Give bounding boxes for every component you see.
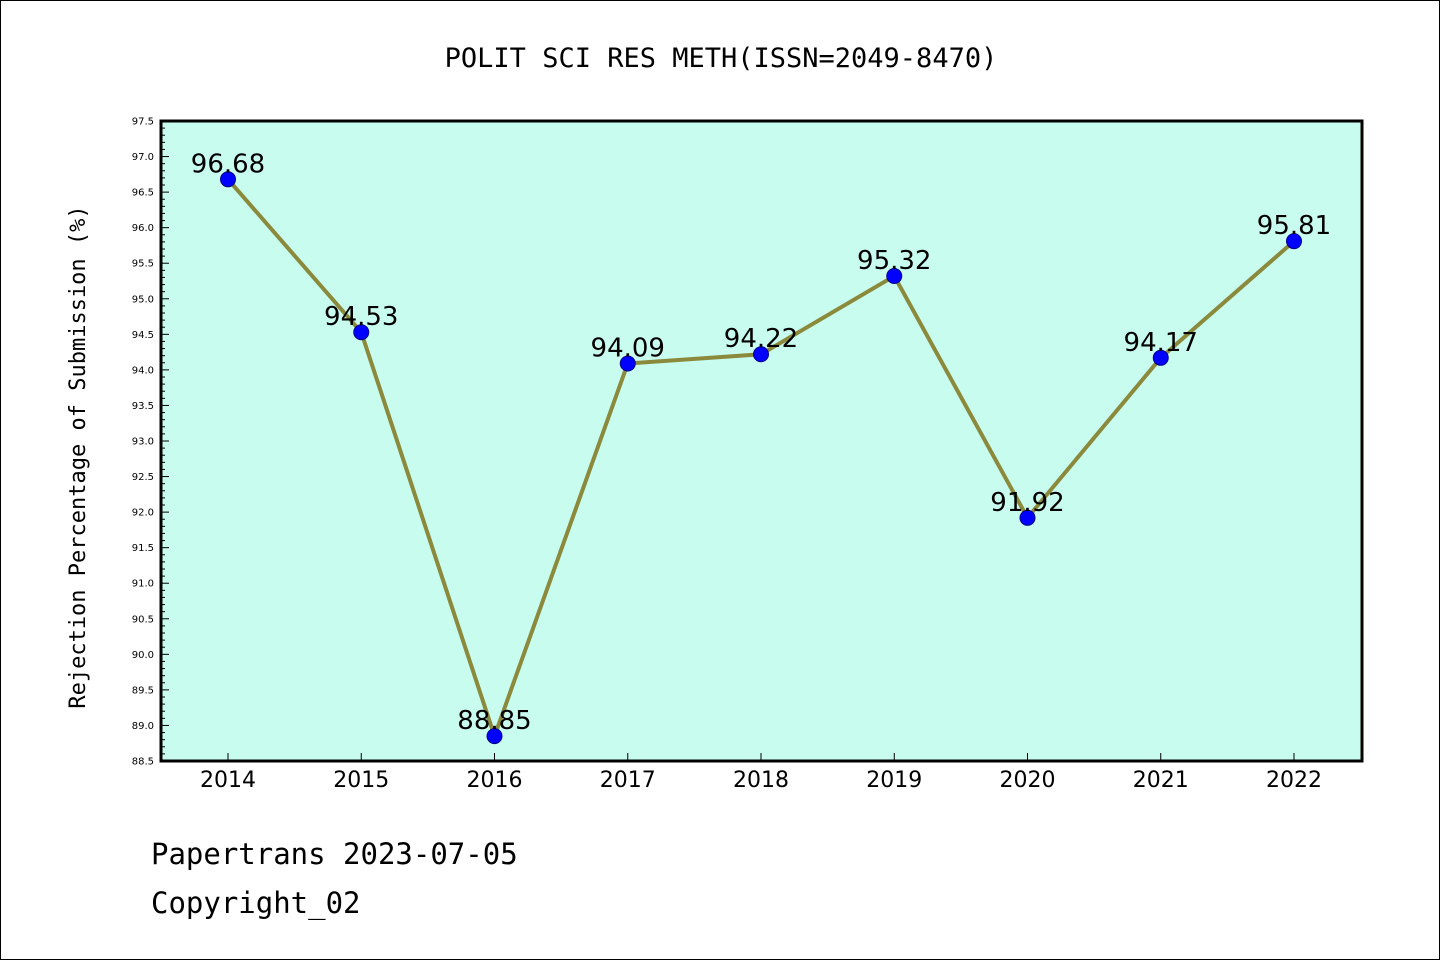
data-point xyxy=(886,268,903,285)
x-tick-label: 2017 xyxy=(600,768,656,793)
data-point xyxy=(1286,233,1302,250)
x-axis-ticks: 2014 2015 2016 2017 2018 2019 2020 2021 2022 xyxy=(200,753,1322,793)
data-label: 94.09 xyxy=(591,333,665,363)
x-tick-label: 2020 xyxy=(1000,768,1056,793)
chart-title: POLIT SCI RES METH(ISSN=2049-8470) xyxy=(445,43,998,74)
y-tick-label: 88.5 xyxy=(132,757,154,768)
y-tick-label: 93.5 xyxy=(132,401,154,412)
data-point xyxy=(353,324,370,341)
x-tick-label: 2014 xyxy=(200,768,256,793)
y-tick-label: 91.5 xyxy=(132,543,154,554)
data-point xyxy=(1152,349,1169,366)
y-tick-label: 96.0 xyxy=(132,223,154,234)
data-label: 96.68 xyxy=(191,149,265,179)
x-tick-label: 2022 xyxy=(1266,768,1322,793)
x-tick-label: 2016 xyxy=(467,768,523,793)
y-tick-label: 95.5 xyxy=(132,259,154,270)
data-point xyxy=(486,728,503,745)
y-tick-label: 90.0 xyxy=(132,650,154,661)
y-tick-label: 89.0 xyxy=(132,721,154,732)
y-tick-label: 90.5 xyxy=(132,614,154,625)
plot-border xyxy=(159,119,1364,763)
x-tick-label: 2018 xyxy=(733,768,789,793)
footer-date-text: Papertrans 2023-07-05 xyxy=(151,837,518,871)
x-tick-label: 2015 xyxy=(333,768,389,793)
y-tick-label: 97.5 xyxy=(132,117,154,128)
y-tick-label: 94.5 xyxy=(132,330,154,341)
data-label: 94.17 xyxy=(1124,328,1198,358)
x-tick-label: 2021 xyxy=(1133,768,1189,793)
y-tick-label: 95.0 xyxy=(132,294,154,305)
data-point xyxy=(220,171,236,188)
data-point xyxy=(619,355,636,372)
data-label: 88.85 xyxy=(457,706,531,736)
y-tick-label: 96.5 xyxy=(132,188,154,199)
data-label: 94.22 xyxy=(724,324,798,354)
y-tick-label: 91.0 xyxy=(132,579,154,590)
y-tick-label: 92.5 xyxy=(132,472,154,483)
data-labels: 96.68 94.53 88.85 94.09 94.22 95.32 91.92 94.17… xyxy=(191,149,1331,736)
data-label: 95.81 xyxy=(1257,211,1331,241)
x-tick-label: 2019 xyxy=(866,768,922,793)
y-tick-label: 93.0 xyxy=(132,437,154,448)
plot-area xyxy=(161,121,1362,761)
data-label: 91.92 xyxy=(990,488,1064,518)
y-tick-label: 97.0 xyxy=(132,152,154,163)
data-markers xyxy=(220,171,1302,745)
footer-copyright-text: Copyright_02 xyxy=(151,886,361,920)
y-axis-label: Rejection Percentage of Submission (%) xyxy=(66,205,91,708)
data-label: 94.53 xyxy=(324,302,398,332)
data-label: 95.32 xyxy=(857,246,931,276)
y-tick-label: 89.5 xyxy=(132,685,154,696)
y-tick-label: 94.0 xyxy=(132,365,154,376)
y-tick-label: 92.0 xyxy=(132,508,154,519)
data-point xyxy=(1019,509,1036,526)
data-point xyxy=(753,346,769,363)
